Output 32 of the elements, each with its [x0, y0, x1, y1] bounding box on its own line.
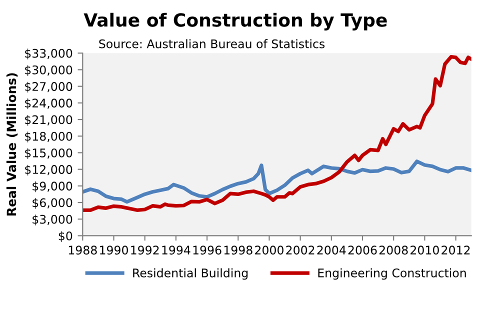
- y-tick-label: $30,000: [25, 65, 72, 76]
- legend-label: Residential Building: [133, 268, 248, 280]
- x-tick-label: 2010: [410, 246, 439, 255]
- legend-label: Engineering Construction: [318, 268, 466, 280]
- y-tick-label: $0: [58, 231, 72, 242]
- y-tick-label: $6,000: [32, 198, 72, 209]
- line-series: [82, 160, 472, 204]
- x-tick-label: 2012: [442, 246, 470, 255]
- x-tick-label: 1988: [68, 246, 97, 255]
- y-tick-label: $24,000: [25, 98, 72, 110]
- x-tick-label: 1994: [162, 246, 190, 255]
- y-tick-label: $3,000: [32, 214, 72, 226]
- x-tick-label: 2006: [348, 246, 377, 255]
- y-tick-label: $9,000: [32, 181, 72, 192]
- y-tick-label: $15,000: [25, 148, 72, 159]
- x-tick-label: 1990: [100, 246, 128, 255]
- x-tick-label: 2008: [379, 246, 408, 255]
- y-axis-title: Real Value (Millions): [6, 73, 18, 216]
- y-tick-label: $18,000: [25, 132, 72, 142]
- y-tick-label: $33,000: [25, 48, 72, 60]
- line-series: [82, 54, 472, 212]
- y-tick-label: $12,000: [25, 164, 72, 176]
- chart-subtitle: Source: Australian Bureau of Statistics: [99, 39, 325, 48]
- x-tick-label: 2002: [286, 246, 314, 255]
- x-tick-label: 1992: [131, 246, 159, 255]
- y-tick-label: $21,000: [25, 115, 72, 126]
- x-tick-label: 2004: [317, 246, 346, 255]
- chart-title: Value of Construction by Type: [84, 12, 387, 30]
- x-tick-label: 1996: [193, 246, 222, 255]
- y-tick-label: $27,000: [25, 82, 72, 93]
- x-tick-label: 2000: [255, 246, 284, 255]
- x-tick-label: 1998: [224, 246, 252, 255]
